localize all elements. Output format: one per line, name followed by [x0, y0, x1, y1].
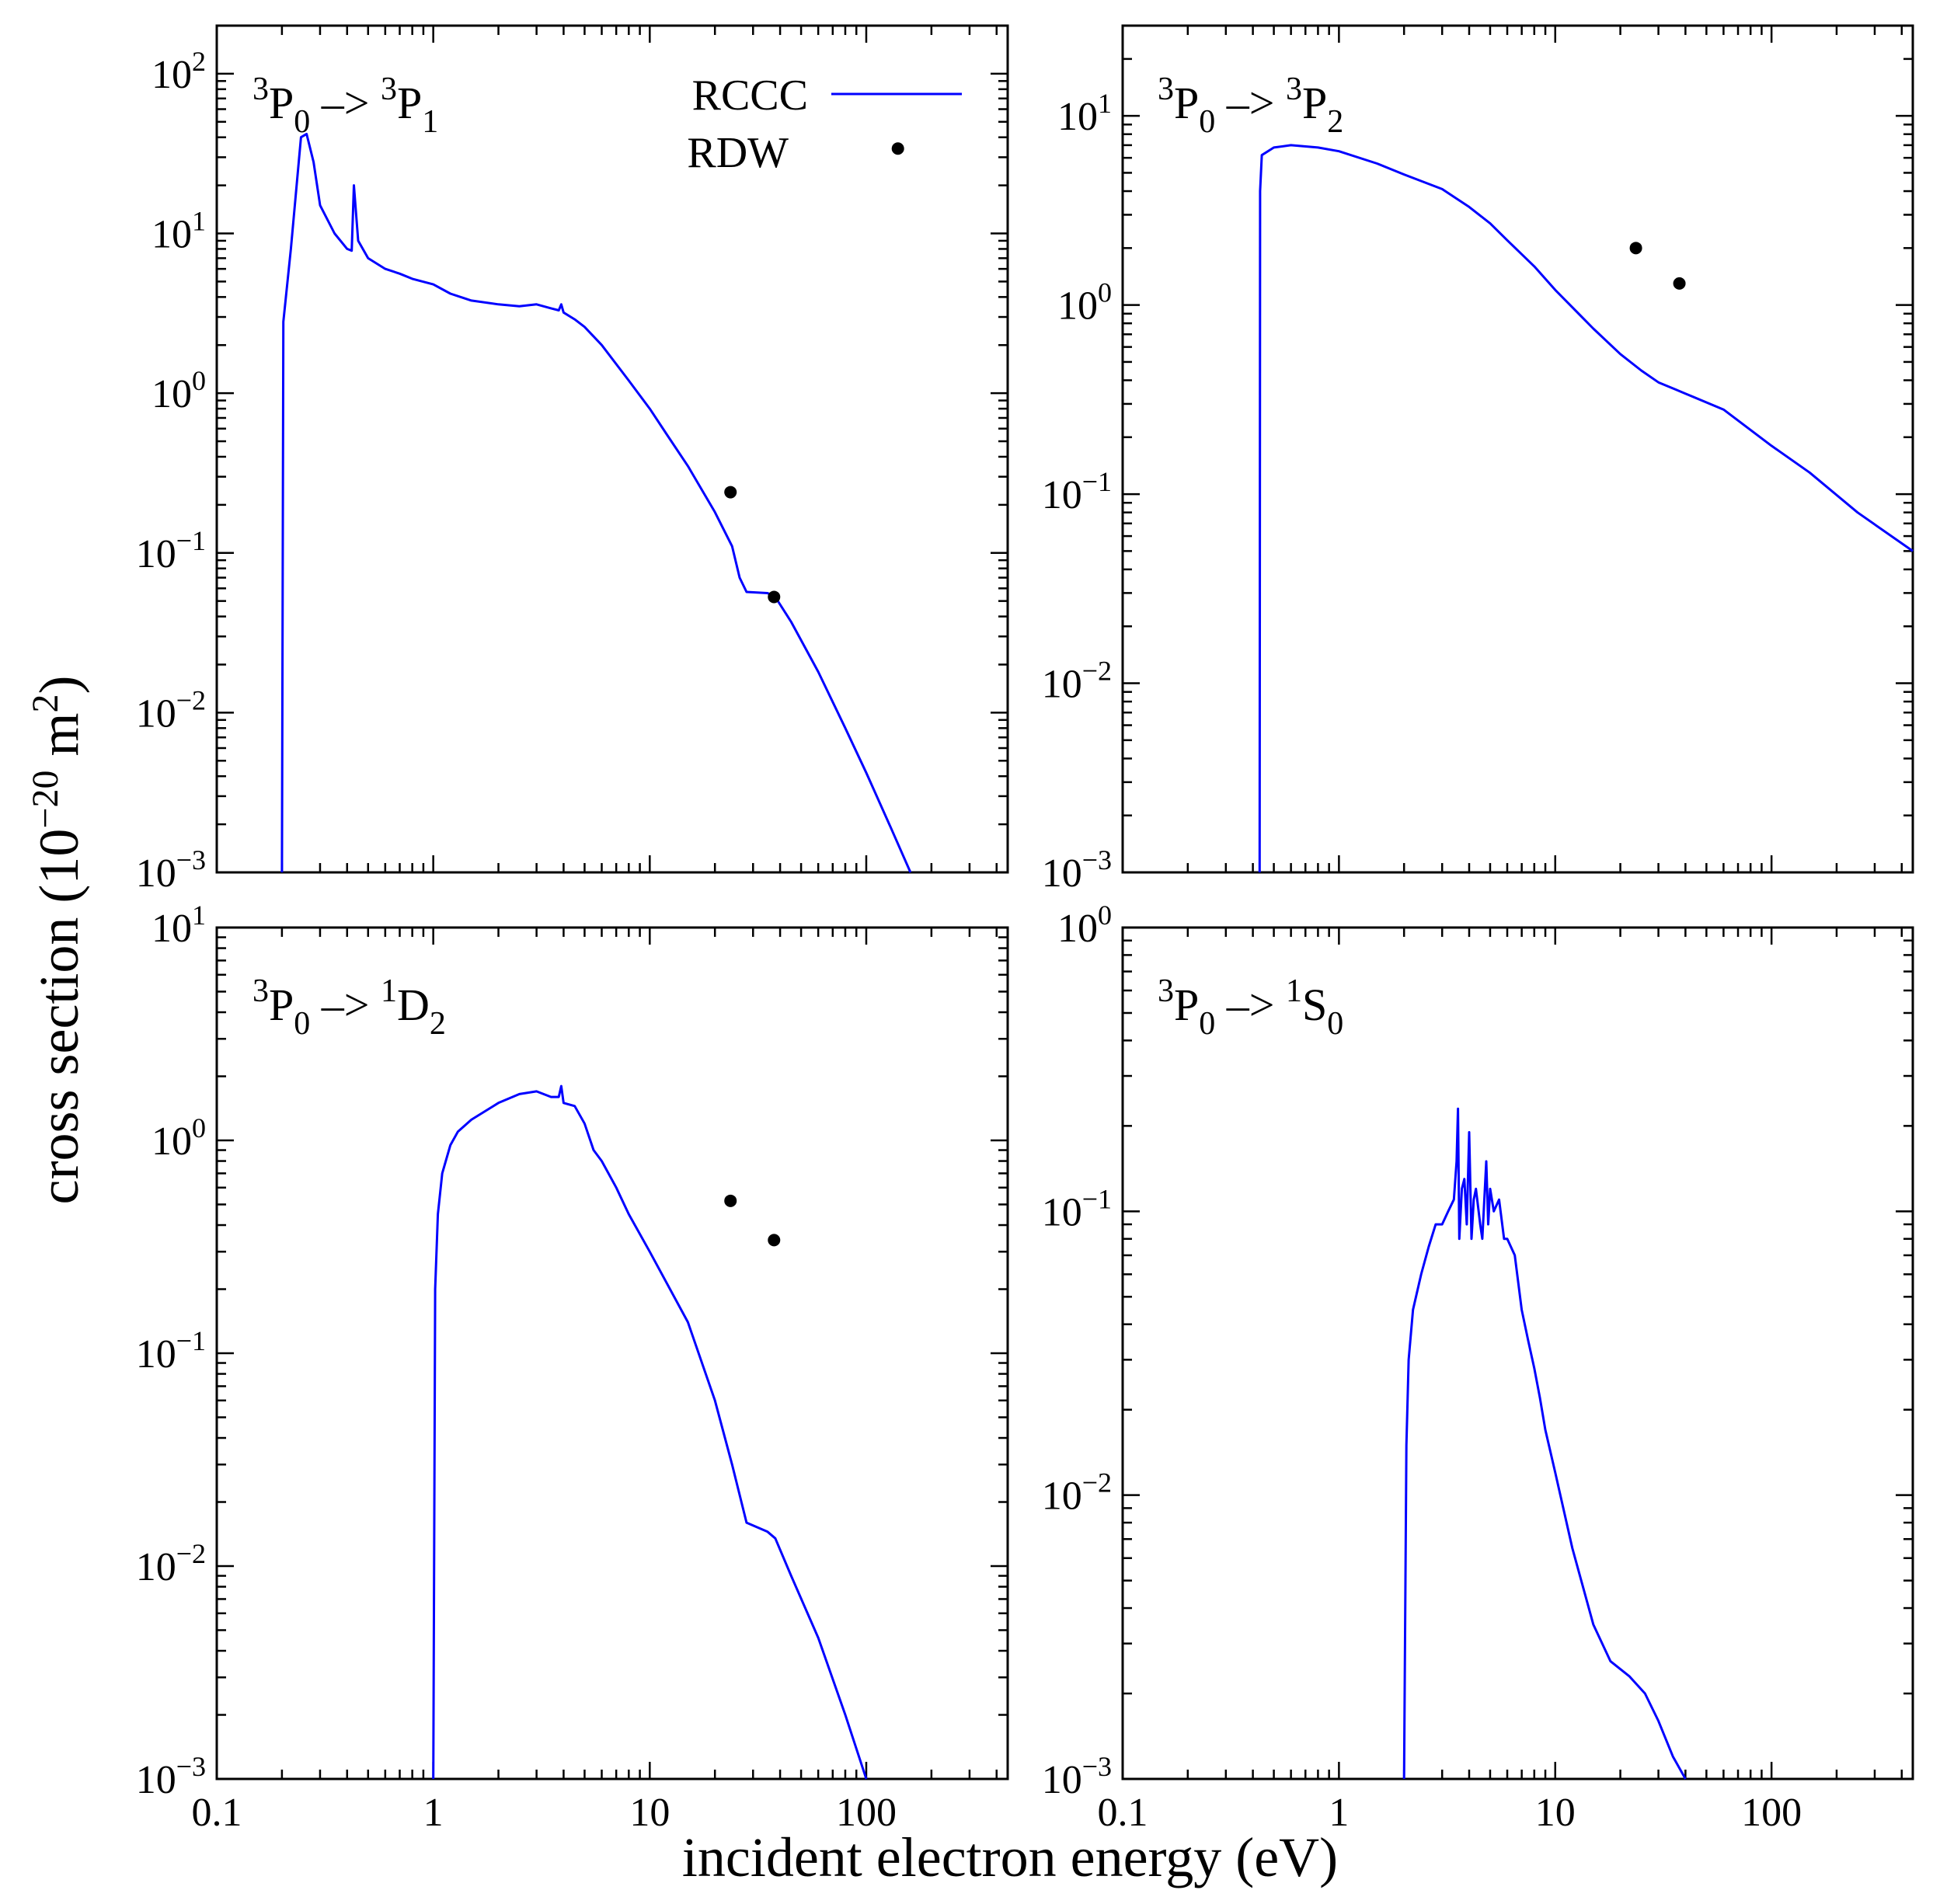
- x-tick-label: 0.1: [1098, 1791, 1148, 1835]
- y-tick-label: 10−1: [136, 1325, 206, 1377]
- series-line-rccc: [432, 1084, 868, 1780]
- y-tick-label: 10−1: [136, 525, 206, 576]
- series-line-rccc: [1402, 1107, 1687, 1780]
- series-line-rccc: [280, 132, 912, 873]
- point-rdw: [768, 1234, 781, 1247]
- y-tick-label: 10−1: [1042, 466, 1112, 517]
- y-tick-label: 101: [152, 900, 206, 951]
- panel-4: 0.1 1 10 100 10−3 10−2 10−1 100 3P0 –> 1S0: [1042, 900, 1914, 1835]
- point-rdw: [768, 590, 781, 604]
- legend-label-rccc: RCCC: [692, 71, 808, 120]
- y-tick-label: 10−3: [136, 1751, 206, 1802]
- point-rdw: [891, 142, 904, 155]
- plot-frame: [1121, 24, 1914, 874]
- plot-frame: [1121, 926, 1914, 1780]
- x-tick-label: 10: [629, 1791, 670, 1835]
- y-tick-label: 100: [1057, 277, 1112, 329]
- panel-2: 10−3 10−2 10−1 100 101 3P0 –> 3P2: [1042, 24, 1914, 896]
- x-tick-label: 0.1: [192, 1791, 242, 1835]
- point-rdw: [724, 486, 737, 499]
- y-axis-label-exp2: 2: [25, 694, 66, 713]
- legend: RCCC RDW: [687, 71, 962, 177]
- panel-3: 0.1 1 10 100 10−3 10−2 10−1 100 101 3P0 –> 1D2: [136, 900, 1009, 1835]
- y-tick-label: 10−3: [136, 844, 206, 896]
- y-tick-label: 10−2: [136, 1538, 206, 1589]
- y-tick-label: 100: [152, 1112, 206, 1164]
- legend-label-rdw: RDW: [687, 129, 789, 177]
- panel-title: 3P0 –> 1D2: [253, 973, 446, 1042]
- panel-title: 3P0 –> 3P1: [253, 71, 438, 140]
- y-tick-label: 10−2: [1042, 656, 1112, 707]
- panel-title: 3P0 –> 3P2: [1158, 71, 1343, 140]
- point-rdw: [1673, 277, 1686, 290]
- point-rdw: [724, 1194, 737, 1207]
- y-tick-label: 10−2: [136, 684, 206, 736]
- y-tick-label: 10−1: [1042, 1183, 1112, 1234]
- point-rdw: [1629, 242, 1642, 255]
- x-tick-label: 100: [836, 1791, 897, 1835]
- x-tick-label: 10: [1535, 1791, 1576, 1835]
- y-tick-label: 101: [152, 206, 206, 257]
- y-axis-label-end: ): [28, 676, 90, 694]
- y-tick-label: 10−3: [1042, 844, 1112, 896]
- y-axis-label: cross section (10−20 m2): [25, 676, 90, 1205]
- y-tick-label: 10−2: [1042, 1467, 1112, 1519]
- y-tick-label: 101: [1057, 88, 1112, 139]
- y-tick-label: 10−3: [1042, 1751, 1112, 1802]
- x-tick-label: 100: [1741, 1791, 1802, 1835]
- y-axis-label-main: cross section (10: [28, 829, 90, 1205]
- y-axis-label-mid: m: [28, 713, 90, 771]
- plot-frame: [215, 24, 1009, 874]
- y-tick-label: 100: [152, 365, 206, 416]
- y-axis-label-exp1: −20: [25, 771, 66, 829]
- x-tick-label: 1: [423, 1791, 444, 1835]
- panel-1: 10−3 10−2 10−1 100 101 102 3P0 –> 3P1: [136, 24, 1009, 896]
- plot-frame: [215, 926, 1009, 1780]
- series-line-rccc: [1258, 144, 1914, 873]
- panel-title: 3P0 –> 1S0: [1158, 973, 1343, 1042]
- x-tick-label: 1: [1329, 1791, 1349, 1835]
- y-tick-label: 102: [152, 46, 206, 97]
- y-tick-label: 100: [1057, 900, 1112, 951]
- x-axis-label: incident electron energy (eV): [682, 1826, 1338, 1888]
